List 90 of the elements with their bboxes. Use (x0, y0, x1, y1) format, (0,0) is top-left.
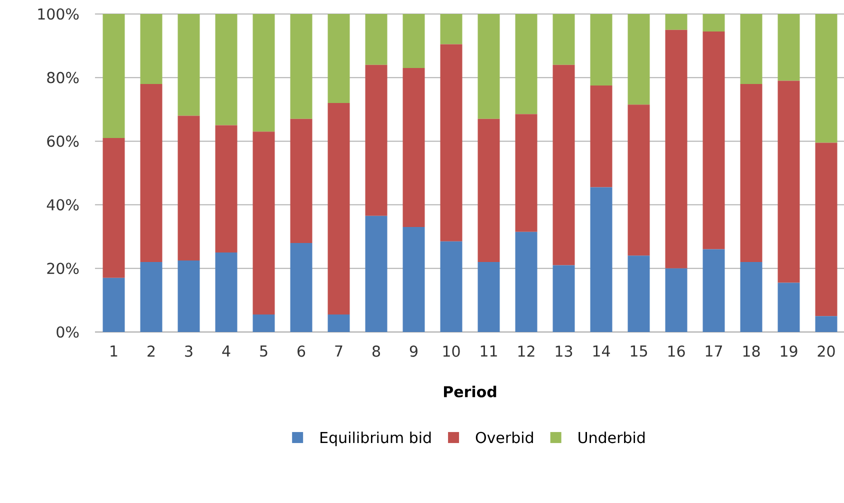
x-tick-label: 5 (260, 346, 268, 357)
bar (740, 14, 762, 84)
bar (515, 114, 538, 232)
bar (252, 314, 275, 332)
y-tick-label: 20% (47, 262, 79, 274)
bar (628, 14, 650, 105)
x-tick-label: 16 (668, 346, 685, 357)
bar (665, 14, 688, 30)
bar (140, 14, 162, 84)
bar (365, 64, 388, 216)
x-tick-label: 9 (410, 346, 418, 357)
bar (215, 252, 238, 332)
bar (590, 86, 612, 188)
x-tick-label: 14 (593, 346, 610, 356)
bar (365, 14, 388, 65)
legend-label: Underbid (578, 432, 645, 444)
bar (440, 14, 462, 44)
x-tick-label: 2 (148, 346, 155, 357)
x-tick-label: 1 (110, 346, 118, 356)
x-tick-label: 20 (818, 346, 835, 357)
y-tick-label: 80% (47, 72, 79, 84)
x-axis-title: Period (444, 386, 496, 398)
x-tick-label: 13 (556, 346, 572, 357)
bar (665, 30, 688, 268)
x-tick-label: 15 (630, 346, 647, 357)
bar (552, 14, 575, 65)
bar (778, 14, 800, 81)
bar (328, 103, 350, 314)
bar (478, 14, 500, 119)
x-tick-label: 10 (443, 346, 460, 357)
bar (252, 132, 275, 314)
x-tick-label: 3 (185, 346, 192, 357)
y-tick-label: 60% (47, 136, 79, 147)
bar (628, 256, 650, 332)
bar (365, 216, 388, 332)
y-tick-label: 100% (38, 8, 79, 20)
y-tick-label: 0% (56, 326, 79, 338)
x-tick-label: 12 (518, 346, 534, 357)
bar (702, 31, 725, 250)
bar (778, 282, 800, 332)
bar (440, 241, 462, 332)
bar (702, 249, 725, 332)
bar (290, 118, 312, 243)
bar (515, 232, 538, 332)
bar (515, 14, 538, 114)
x-tick-label: 6 (298, 346, 306, 357)
bar (402, 68, 425, 228)
x-tick-label: 19 (780, 346, 798, 357)
bar (778, 80, 800, 283)
x-tick-label: 4 (222, 346, 230, 356)
bar (628, 104, 650, 256)
bar (815, 316, 838, 332)
bar (815, 14, 838, 143)
bar (252, 14, 275, 132)
x-tick-label: 8 (372, 346, 380, 357)
bar (178, 14, 200, 116)
bar (402, 14, 425, 68)
bar (702, 14, 725, 32)
bar (178, 260, 200, 332)
x-tick-label: 18 (743, 346, 760, 357)
legend-label: Equilibrium bid (320, 432, 431, 446)
legend-label: Overbid (476, 432, 533, 444)
bar (102, 278, 125, 332)
bar (740, 262, 762, 332)
bar (478, 262, 500, 332)
bar (140, 84, 162, 262)
bar (552, 265, 575, 332)
bar (215, 125, 238, 252)
bar (102, 14, 125, 138)
bar (590, 187, 612, 332)
bar (402, 227, 425, 332)
bar (140, 262, 162, 332)
bar (440, 44, 462, 242)
bar (665, 268, 688, 332)
bar (740, 84, 762, 262)
bar (328, 314, 350, 332)
bar (478, 118, 500, 262)
bar (178, 116, 200, 260)
bar (215, 14, 238, 126)
bar (590, 14, 612, 86)
y-tick-label: 40% (46, 199, 79, 210)
bar (552, 64, 575, 266)
bar (102, 138, 125, 278)
bar (328, 14, 350, 104)
x-tick-label: 7 (335, 346, 342, 356)
x-tick-label: 11 (480, 346, 497, 356)
bar (290, 242, 312, 332)
bar (815, 142, 838, 316)
x-tick-label: 17 (706, 346, 722, 356)
bar (290, 14, 312, 119)
